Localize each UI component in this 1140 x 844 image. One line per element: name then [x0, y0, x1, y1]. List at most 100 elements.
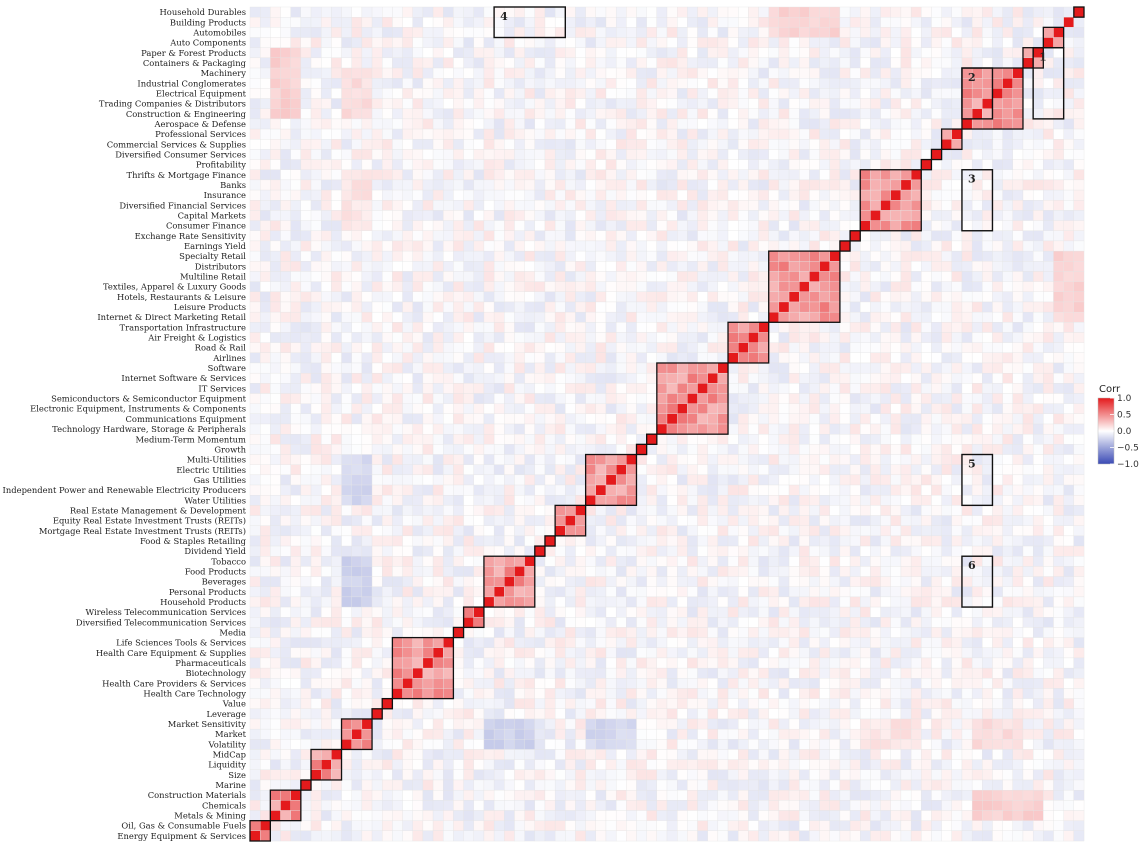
heatmap-cell — [249, 128, 261, 140]
heatmap-cell — [565, 403, 576, 415]
heatmap-cell — [290, 88, 302, 99]
heatmap-cell — [392, 393, 403, 404]
heatmap-cell — [900, 311, 912, 323]
heatmap-cell — [1043, 372, 1054, 384]
heatmap-cell — [971, 128, 983, 140]
heatmap-cell — [453, 362, 464, 374]
heatmap-cell — [1002, 6, 1014, 18]
heatmap-cell — [900, 576, 912, 587]
heatmap-cell — [443, 78, 454, 89]
heatmap-cell — [656, 322, 668, 333]
heatmap-cell — [809, 383, 820, 394]
heatmap-cell — [412, 67, 424, 79]
heatmap-cell — [310, 27, 322, 38]
heatmap-cell — [361, 118, 373, 130]
heatmap-cell — [1063, 556, 1075, 567]
heatmap-cell — [717, 311, 729, 323]
heatmap-cell — [432, 474, 444, 486]
heatmap-cell — [321, 200, 332, 211]
heatmap-cell — [880, 413, 891, 425]
heatmap-cell — [534, 495, 546, 506]
heatmap-cell — [1022, 535, 1034, 547]
heatmap-cell — [829, 545, 841, 557]
heatmap-cell — [534, 108, 546, 120]
heatmap-cell — [982, 118, 993, 130]
heatmap-cell — [880, 495, 891, 506]
heatmap-cell — [615, 291, 627, 303]
heatmap-cell — [778, 311, 790, 323]
heatmap-cell — [1063, 37, 1075, 48]
heatmap-cell — [676, 47, 688, 59]
heatmap-cell — [1032, 139, 1044, 150]
heatmap-cell — [1002, 433, 1014, 445]
heatmap-cell — [249, 311, 261, 323]
heatmap-cell — [788, 78, 800, 89]
heatmap-cell — [1032, 545, 1044, 557]
heatmap-cell — [799, 535, 810, 547]
heatmap-cell — [992, 403, 1003, 415]
heatmap-cell — [809, 261, 820, 272]
heatmap-cell — [605, 291, 617, 303]
heatmap-cell — [717, 128, 729, 140]
heatmap-cell — [361, 454, 373, 465]
heatmap-cell — [870, 617, 881, 628]
heatmap-cell — [1043, 383, 1054, 394]
heatmap-cell — [687, 47, 698, 59]
heatmap-cell — [483, 505, 495, 516]
heatmap-cell — [687, 322, 698, 333]
heatmap-cell — [890, 291, 902, 303]
heatmap-cell — [463, 169, 474, 181]
heatmap-cell — [443, 403, 454, 415]
heatmap-cell — [727, 118, 739, 130]
heatmap-cell — [453, 98, 464, 109]
heatmap-cell — [1053, 281, 1064, 293]
heatmap-cell — [422, 474, 434, 486]
heatmap-cell — [402, 27, 413, 38]
heatmap-cell — [1043, 484, 1054, 496]
heatmap-cell — [666, 556, 678, 567]
heatmap-cell — [870, 362, 881, 374]
heatmap-cell — [676, 108, 688, 120]
heatmap-cell — [453, 454, 464, 465]
heatmap-cell — [778, 393, 790, 404]
heatmap-cell — [778, 525, 790, 537]
heatmap-cell — [585, 57, 597, 69]
heatmap-cell — [443, 342, 454, 354]
heatmap-cell — [707, 149, 719, 160]
heatmap-cell — [778, 566, 790, 577]
heatmap-cell — [280, 372, 291, 384]
heatmap-cell — [382, 342, 393, 354]
heatmap-cell — [809, 200, 820, 211]
heatmap-cell — [870, 556, 881, 567]
heatmap-cell — [768, 159, 780, 170]
heatmap-cell — [646, 98, 658, 109]
heatmap-cell — [921, 342, 932, 354]
heatmap-cell — [483, 322, 495, 333]
heatmap-cell — [1043, 301, 1054, 313]
heatmap-cell — [483, 37, 495, 48]
heatmap-cell — [626, 484, 637, 496]
heatmap-cell — [839, 515, 851, 526]
heatmap-cell — [585, 332, 597, 343]
heatmap-cell — [849, 413, 861, 425]
heatmap-cell — [758, 37, 769, 48]
heatmap-cell — [982, 332, 993, 343]
heatmap-cell — [727, 271, 739, 282]
heatmap-cell — [646, 403, 658, 415]
heatmap-cell — [809, 169, 820, 181]
heatmap-cell — [626, 372, 637, 384]
heatmap-cell — [504, 301, 515, 313]
heatmap-cell — [717, 576, 729, 587]
heatmap-cell — [1022, 332, 1034, 343]
heatmap-cell — [595, 128, 607, 140]
heatmap-cell — [676, 484, 688, 496]
heatmap-cell — [1022, 556, 1034, 567]
heatmap-cell — [615, 576, 627, 587]
heatmap-cell — [575, 67, 586, 79]
heatmap-cell — [900, 47, 912, 59]
heatmap-cell — [422, 606, 434, 618]
heatmap-cell — [860, 159, 871, 170]
heatmap-cell — [951, 413, 963, 425]
heatmap-cell — [259, 332, 271, 343]
heatmap-cell — [687, 535, 698, 547]
